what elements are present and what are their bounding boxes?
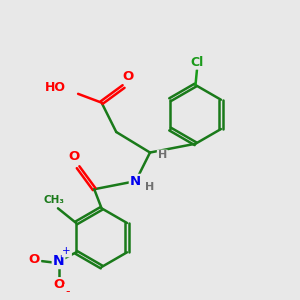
Text: O: O (29, 253, 40, 266)
Text: O: O (122, 70, 134, 83)
Text: CH₃: CH₃ (43, 195, 64, 205)
Text: O: O (68, 150, 79, 164)
Text: -: - (65, 285, 70, 298)
Text: H: H (146, 182, 154, 192)
Text: N: N (53, 254, 64, 268)
Text: +: + (62, 246, 71, 256)
Text: H: H (158, 151, 167, 160)
Text: N: N (130, 175, 141, 188)
Text: Cl: Cl (190, 56, 204, 69)
Text: HO: HO (45, 82, 66, 94)
Text: O: O (53, 278, 64, 291)
